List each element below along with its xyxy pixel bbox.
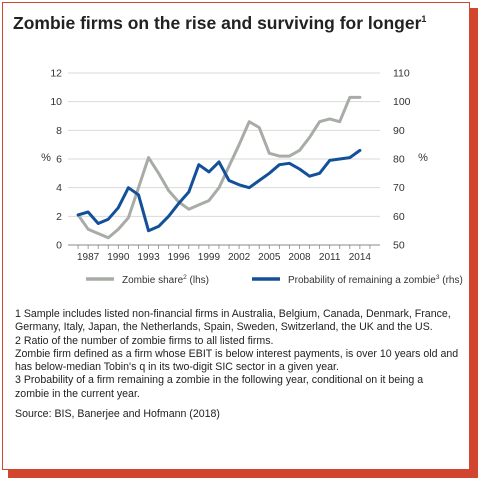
- right-axis-tick-label: 60: [393, 211, 405, 223]
- right-axis-tick-label: 100: [393, 96, 411, 108]
- left-axis-tick-label: 12: [50, 68, 62, 80]
- right-axis-tick-label: 110: [393, 68, 410, 80]
- x-axis-tick-label: 2008: [288, 252, 311, 263]
- left-axis-tick-label: 10: [50, 96, 62, 108]
- left-axis-tick-label: 6: [56, 154, 62, 166]
- probability-remaining-zombie-line: [76, 148, 362, 233]
- x-axis-tick-label: 1993: [137, 252, 160, 263]
- left-axis-label: %: [41, 152, 51, 164]
- x-axis-tick-label: 2011: [319, 252, 341, 263]
- chart-title-text: Zombie firms on the rise and surviving f…: [13, 13, 422, 33]
- right-axis-tick-label: 70: [393, 182, 405, 194]
- footnotes: 1 Sample includes listed non-financial f…: [15, 308, 460, 421]
- x-axis-tick-label: 2002: [228, 252, 251, 263]
- footnote-1: 1 Sample includes listed non-financial f…: [15, 308, 451, 334]
- x-axis-tick-label: 1996: [168, 252, 191, 263]
- left-axis-tick-label: 8: [56, 125, 62, 137]
- x-axis-tick-label: 2005: [258, 252, 281, 263]
- x-axis-tick-label: 1990: [107, 252, 130, 263]
- line-chart: 0 2 4 6 8 10 12 50 60 70 80 90 100 110% % 1987 1990 1993 1…: [41, 68, 463, 287]
- x-axis-tick-label: 1999: [198, 252, 221, 263]
- footnote-3: 3 Probability of a firm remaining a zomb…: [15, 374, 424, 400]
- zombie-share-line: [76, 95, 362, 240]
- footnote-zombie-definition: Zombie firm defined as a firm whose EBIT…: [15, 347, 459, 374]
- left-axis-tick-label: 0: [56, 240, 62, 252]
- right-axis-tick-label: 50: [393, 240, 405, 252]
- legend-label-probability: Probability of remaining a zombie3 (rhs): [288, 274, 463, 286]
- left-axis-tick-label: 4: [56, 182, 62, 194]
- chart-title-footnote-mark: 1: [421, 14, 427, 24]
- frame-shadow-bottom: [8, 470, 478, 478]
- right-axis-tick-label: 80: [393, 154, 405, 166]
- chart-title: Zombie firms on the rise and surviving f…: [13, 13, 426, 34]
- left-axis-tick-label: 2: [56, 211, 62, 223]
- figure-card: [2, 2, 470, 470]
- right-axis-label: %: [418, 152, 428, 164]
- x-axis-tick-label: 2014: [349, 252, 372, 263]
- source-note: Source: BIS, Banerjee and Hofmann (2018): [15, 408, 220, 421]
- frame-shadow-right: [470, 8, 478, 477]
- x-axis-tick-label: 1987: [77, 252, 100, 263]
- footnote-2: 2 Ratio of the number of zombie firms to…: [15, 334, 274, 347]
- legend-label-zombie-share: Zombie share2 (lhs): [122, 274, 209, 286]
- right-axis-tick-label: 90: [393, 125, 405, 137]
